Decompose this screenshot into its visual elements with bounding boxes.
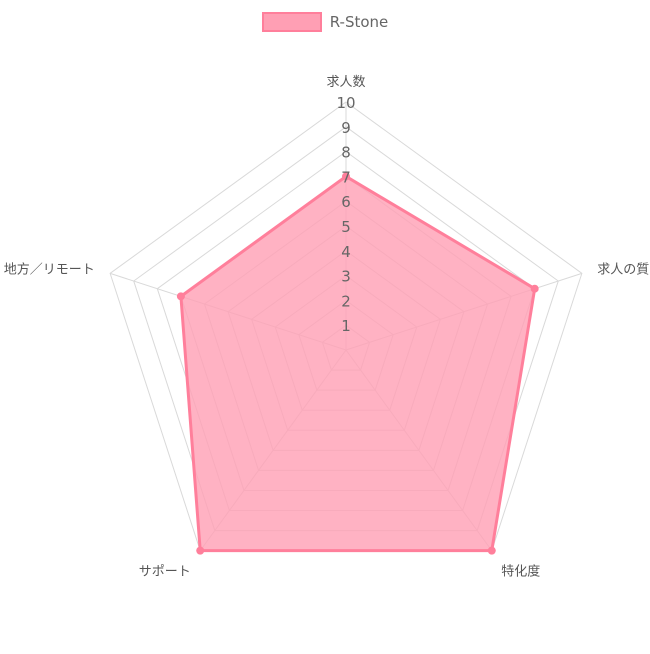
tick-label-8: 8 [341, 144, 351, 162]
tick-label-3: 3 [341, 268, 351, 286]
data-point-1 [342, 172, 350, 181]
tick-label-10: 10 [336, 94, 355, 112]
tick-label-5: 5 [341, 218, 351, 236]
tick-label-2: 2 [341, 292, 351, 310]
data-point-5 [176, 292, 185, 301]
data-point-4 [196, 546, 205, 555]
tick-label-6: 6 [341, 193, 351, 211]
axis-label-5: 地方／リモート [4, 261, 95, 277]
tick-label-9: 9 [341, 119, 351, 137]
axis-label-2: 求人の質 [597, 262, 649, 277]
data-point-3 [487, 546, 496, 555]
axis-label-1: 求人数 [326, 75, 365, 90]
legend[interactable]: R-Stone [0, 12, 650, 32]
axis-label-4: サポート [139, 565, 191, 580]
tick-label-1: 1 [341, 317, 351, 335]
legend-swatch-r-stone [261, 12, 322, 32]
series-area-1 [179, 174, 537, 553]
data-point-2 [530, 284, 539, 293]
tick-label-7: 7 [341, 168, 351, 186]
axis-label-3: 特化度 [501, 564, 540, 580]
tick-label-4: 4 [341, 243, 351, 261]
legend-label: R-Stone [329, 13, 389, 31]
